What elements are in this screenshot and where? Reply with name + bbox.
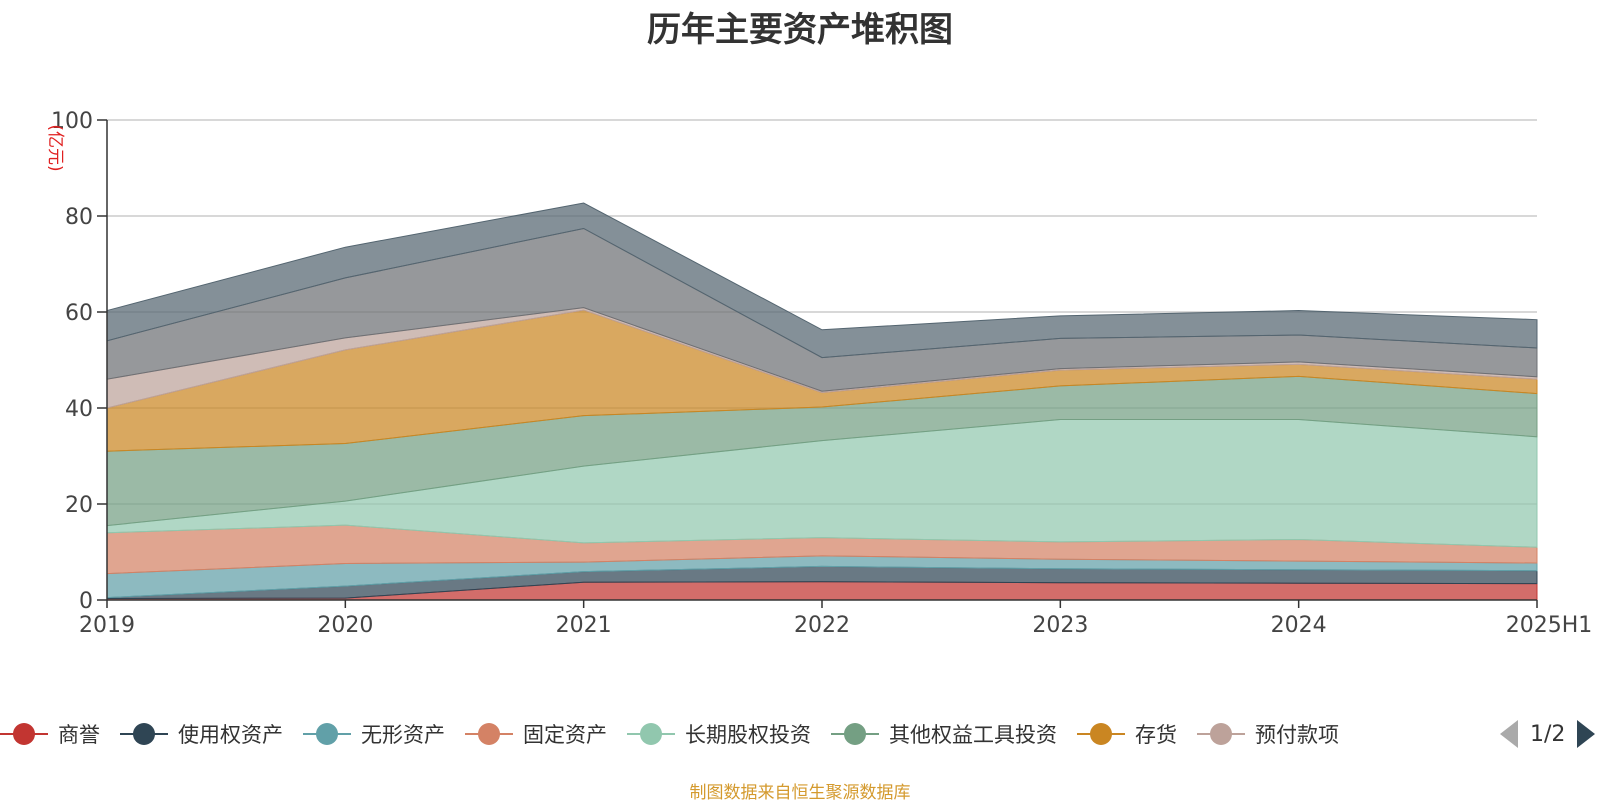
legend-prev-page-icon[interactable]	[1500, 720, 1518, 748]
y-axis-name: (亿元)	[45, 124, 65, 171]
legend-marker-icon	[120, 722, 168, 746]
legend-label: 固定资产	[523, 723, 607, 747]
legend-marker-icon	[627, 722, 675, 746]
legend-marker-icon	[831, 722, 879, 746]
x-tick-label: 2021	[556, 613, 612, 638]
legend-label: 商誉	[58, 723, 100, 747]
legend-page-indicator: 1/2	[1530, 721, 1566, 747]
legend-label: 其他权益工具投资	[889, 723, 1057, 747]
area-series-10[interactable]	[106, 202, 1538, 359]
legend-marker-icon	[0, 722, 48, 746]
legend-next-page-icon[interactable]	[1577, 720, 1596, 748]
x-tick-label: 2020	[317, 613, 373, 638]
y-tick-label: 100	[51, 109, 93, 134]
x-tick-label: 2022	[794, 613, 850, 638]
y-tick-label: 40	[65, 397, 93, 422]
legend-pager: 1/2	[1500, 718, 1596, 750]
legend: 商誉 使用权资产 无形资产 固定资产 长期股权投资 其他权益工具投资 存货 预付款项	[0, 716, 1359, 752]
y-tick-label: 0	[79, 589, 93, 614]
legend-item-7[interactable]: 存货	[1077, 719, 1177, 749]
x-tick-label: 2024	[1271, 613, 1327, 638]
x-tick-label: 2019	[79, 613, 135, 638]
x-tick-label: 2025H1	[1506, 613, 1593, 638]
legend-label: 使用权资产	[178, 723, 283, 747]
area-layer	[106, 202, 1538, 601]
legend-marker-icon	[303, 722, 351, 746]
legend-label: 无形资产	[361, 723, 445, 747]
legend-label: 预付款项	[1255, 723, 1339, 747]
legend-label: 长期股权投资	[685, 723, 811, 747]
legend-item-1[interactable]: 商誉	[0, 719, 100, 749]
y-tick-label: 80	[65, 205, 93, 230]
data-source-note: 制图数据来自恒生聚源数据库	[689, 783, 911, 803]
axis-layer: 0 20 40 60 80 100 2019 2020 2021 2022 2023 2024 2025…	[51, 109, 1592, 638]
legend-item-6[interactable]: 其他权益工具投资	[831, 719, 1057, 749]
legend-marker-icon	[1077, 722, 1125, 746]
legend-label: 存货	[1135, 723, 1177, 747]
chart-title: 历年主要资产堆积图	[647, 10, 953, 50]
legend-item-3[interactable]: 无形资产	[303, 719, 445, 749]
legend-item-8[interactable]: 预付款项	[1197, 719, 1339, 749]
legend-item-5[interactable]: 长期股权投资	[627, 719, 811, 749]
legend-marker-icon	[465, 722, 513, 746]
legend-item-4[interactable]: 固定资产	[465, 719, 607, 749]
y-tick-label: 60	[65, 301, 93, 326]
y-tick-label: 20	[65, 493, 93, 518]
legend-marker-icon	[1197, 722, 1245, 746]
x-tick-label: 2023	[1032, 613, 1088, 638]
legend-item-2[interactable]: 使用权资产	[120, 719, 283, 749]
